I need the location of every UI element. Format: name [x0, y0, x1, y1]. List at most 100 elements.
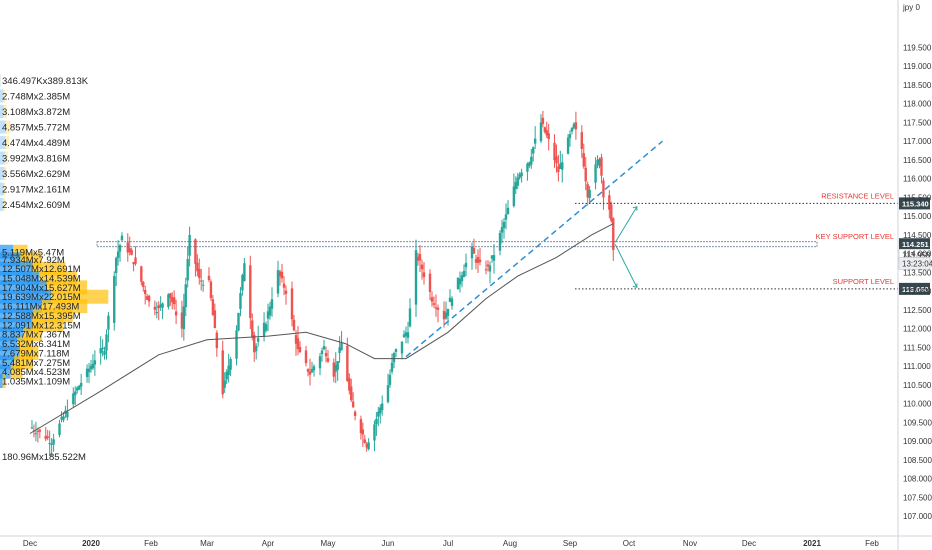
candle-body — [434, 307, 438, 309]
candle-body — [336, 361, 339, 370]
candle-body — [87, 368, 91, 373]
candle-body — [377, 411, 380, 417]
symbol-label: jpy 0 — [902, 3, 920, 12]
time-tick-label: Jul — [443, 539, 453, 548]
vp-down-bar — [5, 120, 11, 134]
projection-up-arrow — [614, 206, 638, 243]
candle-body — [326, 358, 330, 362]
candle-body — [488, 265, 492, 272]
candle-body — [243, 263, 246, 282]
candle-body — [402, 334, 406, 338]
vp-row-label: 2.454Mx2.609M — [2, 200, 70, 211]
candle-body — [430, 297, 434, 302]
candle-body — [62, 416, 65, 421]
candle-body — [207, 275, 211, 280]
candle-body — [500, 227, 504, 233]
candle-body — [254, 346, 258, 352]
candle-body — [608, 195, 611, 210]
candle-body — [239, 293, 242, 310]
candle-body — [213, 310, 217, 328]
candle-body — [346, 345, 349, 381]
price-tick-label: 111.500 — [903, 343, 931, 352]
time-tick-label: Feb — [865, 539, 879, 548]
candle-body — [290, 288, 294, 320]
candle-body — [278, 271, 282, 277]
candle-body — [584, 167, 587, 182]
candle-body — [264, 324, 268, 331]
ascending-trendline — [405, 140, 663, 358]
price-tick-label: 116.000 — [903, 175, 932, 184]
candle-body — [490, 255, 494, 259]
vp-up-bar — [0, 136, 6, 149]
candle-body — [270, 299, 274, 309]
candle-body — [448, 297, 452, 302]
candle-body — [416, 256, 420, 261]
moving-average-line — [29, 223, 614, 434]
candle-body — [414, 250, 418, 305]
vp-row-label: 15.048Mx14.539M — [2, 274, 81, 285]
vp-row-label: 5.481Mx7.275M — [2, 358, 70, 369]
candle-body — [256, 338, 260, 342]
candle-body — [174, 311, 178, 316]
candle-body — [180, 312, 184, 329]
price-tick-label: 115.000 — [903, 212, 932, 221]
price-tick-label: 118.500 — [903, 81, 932, 90]
candle-body — [442, 310, 446, 320]
time-tick-label: Feb — [144, 539, 158, 548]
candle-body — [253, 334, 256, 353]
candle-body — [566, 137, 570, 154]
candle-body — [306, 368, 310, 372]
candle-body — [194, 239, 197, 264]
price-tick-label: 108.500 — [903, 456, 932, 465]
candle-body — [610, 204, 613, 221]
candle-body — [351, 401, 355, 408]
time-tick-label: Nov — [683, 539, 697, 548]
candle-body — [132, 262, 135, 265]
vp-down-bar — [3, 105, 7, 118]
candle-body — [324, 352, 328, 357]
candle-body — [418, 254, 422, 261]
candle-body — [266, 311, 270, 319]
candle-body — [155, 312, 158, 314]
candle-body — [532, 147, 535, 154]
price-tick-label: 112.000 — [903, 325, 932, 334]
candle-body — [50, 443, 53, 445]
candle-body — [530, 156, 533, 165]
candle-body — [486, 264, 490, 267]
vp-row-label: 12.507Mx12.691M — [2, 264, 81, 275]
vp-row-label: 12.588Mx15.395M — [2, 311, 81, 322]
candle-body — [143, 289, 147, 295]
candle-body — [363, 439, 366, 443]
candle-body — [322, 346, 326, 350]
candle-body — [201, 284, 205, 286]
projection-down-arrow — [614, 244, 638, 288]
time-tick-label: Apr — [262, 539, 275, 548]
candle-body — [533, 138, 537, 144]
vp-down-bar — [5, 136, 9, 149]
candle-body — [422, 272, 426, 278]
candle-body — [227, 365, 230, 376]
candle-body — [436, 307, 440, 310]
candle-body — [105, 334, 108, 351]
candle-body — [520, 172, 523, 177]
price-tick-label: 107.000 — [903, 512, 932, 521]
candle-body — [379, 407, 382, 414]
vp-row-label: 3.108Mx3.872M — [2, 107, 70, 118]
price-tick-label: 118.000 — [903, 100, 932, 109]
projection-down-arrowhead — [632, 283, 638, 289]
candle-body — [249, 265, 252, 318]
candle-body — [215, 332, 219, 349]
vp-up-bar — [0, 89, 4, 103]
price-tick-label: 109.500 — [903, 418, 932, 427]
candle-body — [276, 270, 280, 294]
candle-body — [348, 378, 351, 391]
vp-down-bar — [10, 364, 23, 379]
vp-row-label: 6.532Mx6.341M — [2, 339, 70, 350]
candle-body — [72, 393, 75, 405]
candle-body — [237, 313, 240, 331]
candle-body — [91, 363, 95, 369]
price-tick-label: 111.000 — [903, 362, 931, 371]
candle-body — [298, 346, 302, 353]
candle-body — [153, 306, 157, 310]
